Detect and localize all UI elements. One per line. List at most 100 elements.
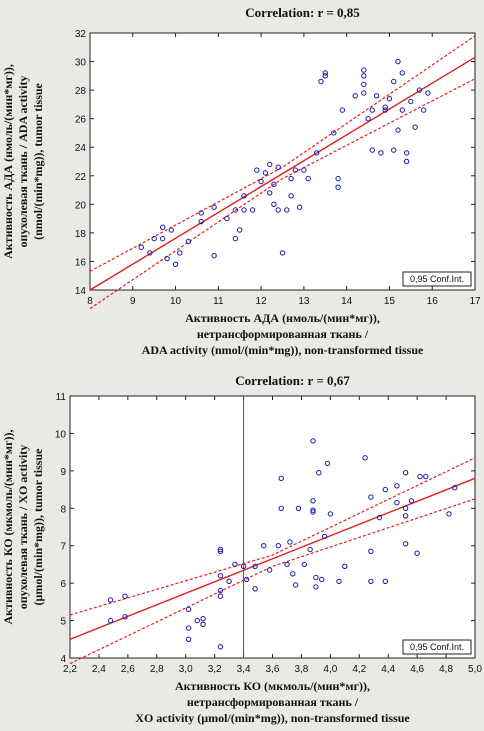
chart-title: Correlation: r = 0,67 [235,373,350,388]
data-point [122,593,128,599]
y-axis-label: (nmol/(min*mg)), tumor tissue [31,82,45,239]
data-point [261,543,267,549]
y-tick-label: 26 [75,115,87,126]
data-point [368,494,374,500]
x-tick-label: 15 [384,296,396,307]
data-point [271,201,277,208]
data-point [241,207,247,213]
data-point [252,563,258,569]
chart-1: Correlation: r = 0,85 8 9 10 11 12 13 14 15 16 17 1… [1,5,481,357]
ci-lower-line [89,78,476,310]
data-point [452,485,458,491]
x-tick-label: 4,2 [352,664,366,675]
legend-label: 0,95 Conf.Int. [410,274,464,284]
x-axis-label: ADA activity (nmol/(min*mg)), non-transf… [142,343,424,357]
data-point [402,470,409,476]
chart-2: Correlation: r = 0,67 2,2 2,4 2,6 2,8 3,0 3,2 3… [1,373,482,725]
data-point [284,561,290,568]
data-point [185,606,192,612]
data-point [232,561,238,568]
data-point [368,548,374,554]
data-point [324,460,331,467]
x-tick-label: 3,4 [237,664,251,675]
x-tick-label: 2,8 [150,664,164,675]
y-tick-label: 20 [75,200,87,211]
data-point [336,578,342,584]
y-tick-label: 30 [75,58,87,69]
y-axis-label: (μmol/(min*mg)), tumor tissue [31,448,45,606]
data-point [211,253,217,259]
data-point [217,587,224,594]
data-point [417,473,423,480]
data-point [258,178,264,185]
data-point [342,563,348,569]
data-point [376,514,383,521]
data-point [278,505,284,511]
data-point [382,486,388,493]
data-point [107,597,114,603]
data-point [284,207,290,213]
data-point [224,215,230,222]
data-point [310,498,316,504]
data-point [292,582,299,588]
data-point [362,455,368,461]
data-point [198,218,204,225]
data-point [295,505,302,511]
data-point [369,147,375,153]
data-point [421,107,427,113]
x-tick-label: 3,0 [179,664,193,675]
data-point [164,255,170,262]
y-tick-label: 14 [75,286,87,297]
data-point [368,578,374,584]
data-point [314,150,320,156]
data-point [160,235,166,242]
data-point [391,78,397,85]
data-point [394,483,400,489]
data-point [288,193,294,199]
y-tick-label: 4 [60,654,66,665]
data-point [267,190,273,196]
y-tick-label: 10 [55,429,67,440]
ci-upper-line [69,457,476,616]
legend-box [402,271,472,287]
data-point [399,70,405,76]
data-point [327,511,334,517]
x-tick-label: 3,6 [266,664,280,675]
data-point [425,90,431,96]
y-tick-label: 24 [75,143,87,154]
data-point [313,574,319,581]
data-point [185,625,192,631]
data-point [382,104,388,110]
data-point [395,127,401,133]
data-point [361,73,367,79]
y-axis-label: Активность АДА (нмоль/(мин*мг)), [1,64,15,259]
regression-line [89,56,476,291]
x-tick-label: 4,4 [381,664,395,675]
data-point [278,475,284,481]
chart-title: Correlation: r = 0,85 [245,5,360,20]
data-point [313,584,319,590]
data-point [408,498,415,504]
data-point [217,573,224,579]
x-tick-label: 4,6 [410,664,424,675]
plot-area [89,32,476,291]
x-tick-label: 2,4 [92,664,106,675]
data-point [292,167,298,173]
regression-line [69,477,476,640]
x-axis-label: нетрансформированная ткань / [197,327,369,341]
y-tick-label: 11 [56,392,67,403]
data-point [287,539,293,545]
data-point [290,571,296,577]
y-axis-label: опухолевая ткань / XO activity [16,445,30,610]
data-point [305,175,311,182]
data-point [423,473,429,480]
y-tick-label: 5 [60,617,66,628]
data-point [402,505,409,511]
data-point [310,509,316,515]
x-tick-label: 13 [298,296,310,307]
data-point [316,470,322,476]
x-tick-label: 3,2 [208,664,222,675]
x-tick-label: 17 [469,296,481,307]
